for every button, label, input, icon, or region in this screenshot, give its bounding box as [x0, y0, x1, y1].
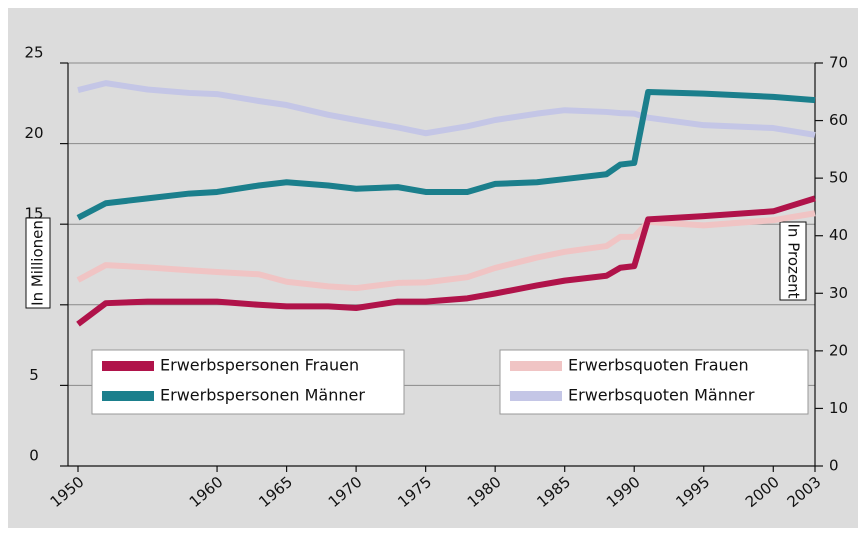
legend-label: Erwerbspersonen Männer — [160, 386, 365, 405]
legend-label: Erwerbsquoten Männer — [568, 386, 755, 405]
legend-box — [91, 349, 405, 415]
legend-label: Erwerbsquoten Frauen — [568, 356, 749, 375]
line — [76, 195, 816, 327]
y2-tick-label: 40 — [829, 226, 848, 244]
y-label: In Millionen — [29, 220, 47, 306]
legend-label: Erwerbspersonen Frauen — [160, 356, 359, 375]
y2-tick-label: 60 — [829, 111, 848, 129]
y2-tick-label: 30 — [829, 284, 848, 302]
y2-tick-label: 70 — [829, 54, 848, 72]
y-tick-label: 25 — [24, 44, 43, 62]
y2-label-box — [779, 221, 807, 301]
y-tick-label: 5 — [29, 366, 39, 384]
y2-tick-label: 10 — [829, 399, 848, 417]
y-tick-label: 20 — [24, 124, 43, 142]
line — [76, 89, 816, 221]
y2-label: In Prozent — [785, 224, 803, 299]
y2-tick-label: 0 — [829, 457, 839, 475]
y2-tick-label: 50 — [829, 169, 848, 187]
line — [76, 210, 816, 292]
y2-tick-label: 20 — [829, 341, 848, 359]
legend-box — [499, 349, 809, 415]
y-tick-label: 0 — [29, 447, 39, 465]
y-label-box — [25, 217, 51, 309]
